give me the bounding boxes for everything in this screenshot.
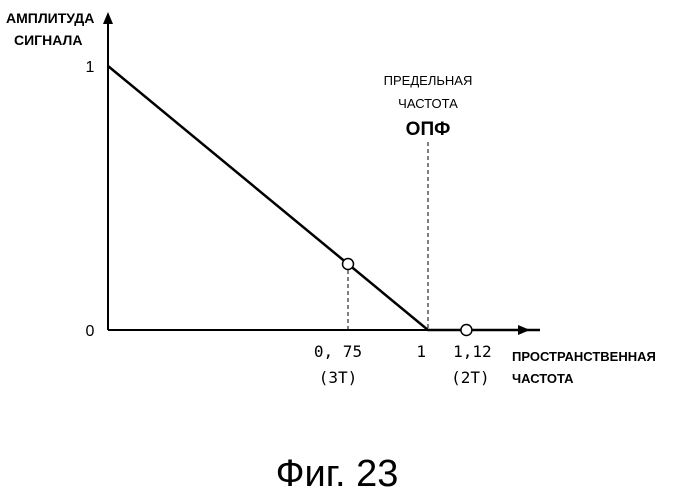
y-axis-title-line-1: АМПЛИТУДА [6, 10, 94, 26]
y-tick-label-0: 0 [86, 323, 95, 340]
y-axis-title-line-2: СИГНАЛА [14, 32, 82, 48]
x-tick-label-0.75: 0, 75 [314, 342, 362, 361]
cutoff-label-line-1: ПРЕДЕЛЬНАЯ [384, 73, 473, 88]
series-line [108, 66, 540, 330]
x-tick-label-1: 1 [416, 342, 426, 361]
marker-point-0.75 [343, 259, 354, 270]
cutoff-label-otf: ОПФ [406, 119, 451, 140]
cutoff-label-line-2: ЧАСТОТА [398, 96, 458, 111]
x-tick-sublabel-3t: (3T) [319, 368, 358, 387]
x-tick-sublabel-2t: (2T) [451, 368, 490, 387]
marker-point-1.12 [461, 325, 472, 336]
x-axis-title-line-1: ПРОСТРАНСТВЕННАЯ [512, 349, 656, 364]
x-tick-label-1.12: 1,12 [453, 342, 492, 361]
figure-caption: Фиг. 23 [276, 453, 399, 495]
x-axis-title-line-2: ЧАСТОТА [512, 371, 574, 386]
y-tick-label-1: 1 [86, 59, 95, 76]
